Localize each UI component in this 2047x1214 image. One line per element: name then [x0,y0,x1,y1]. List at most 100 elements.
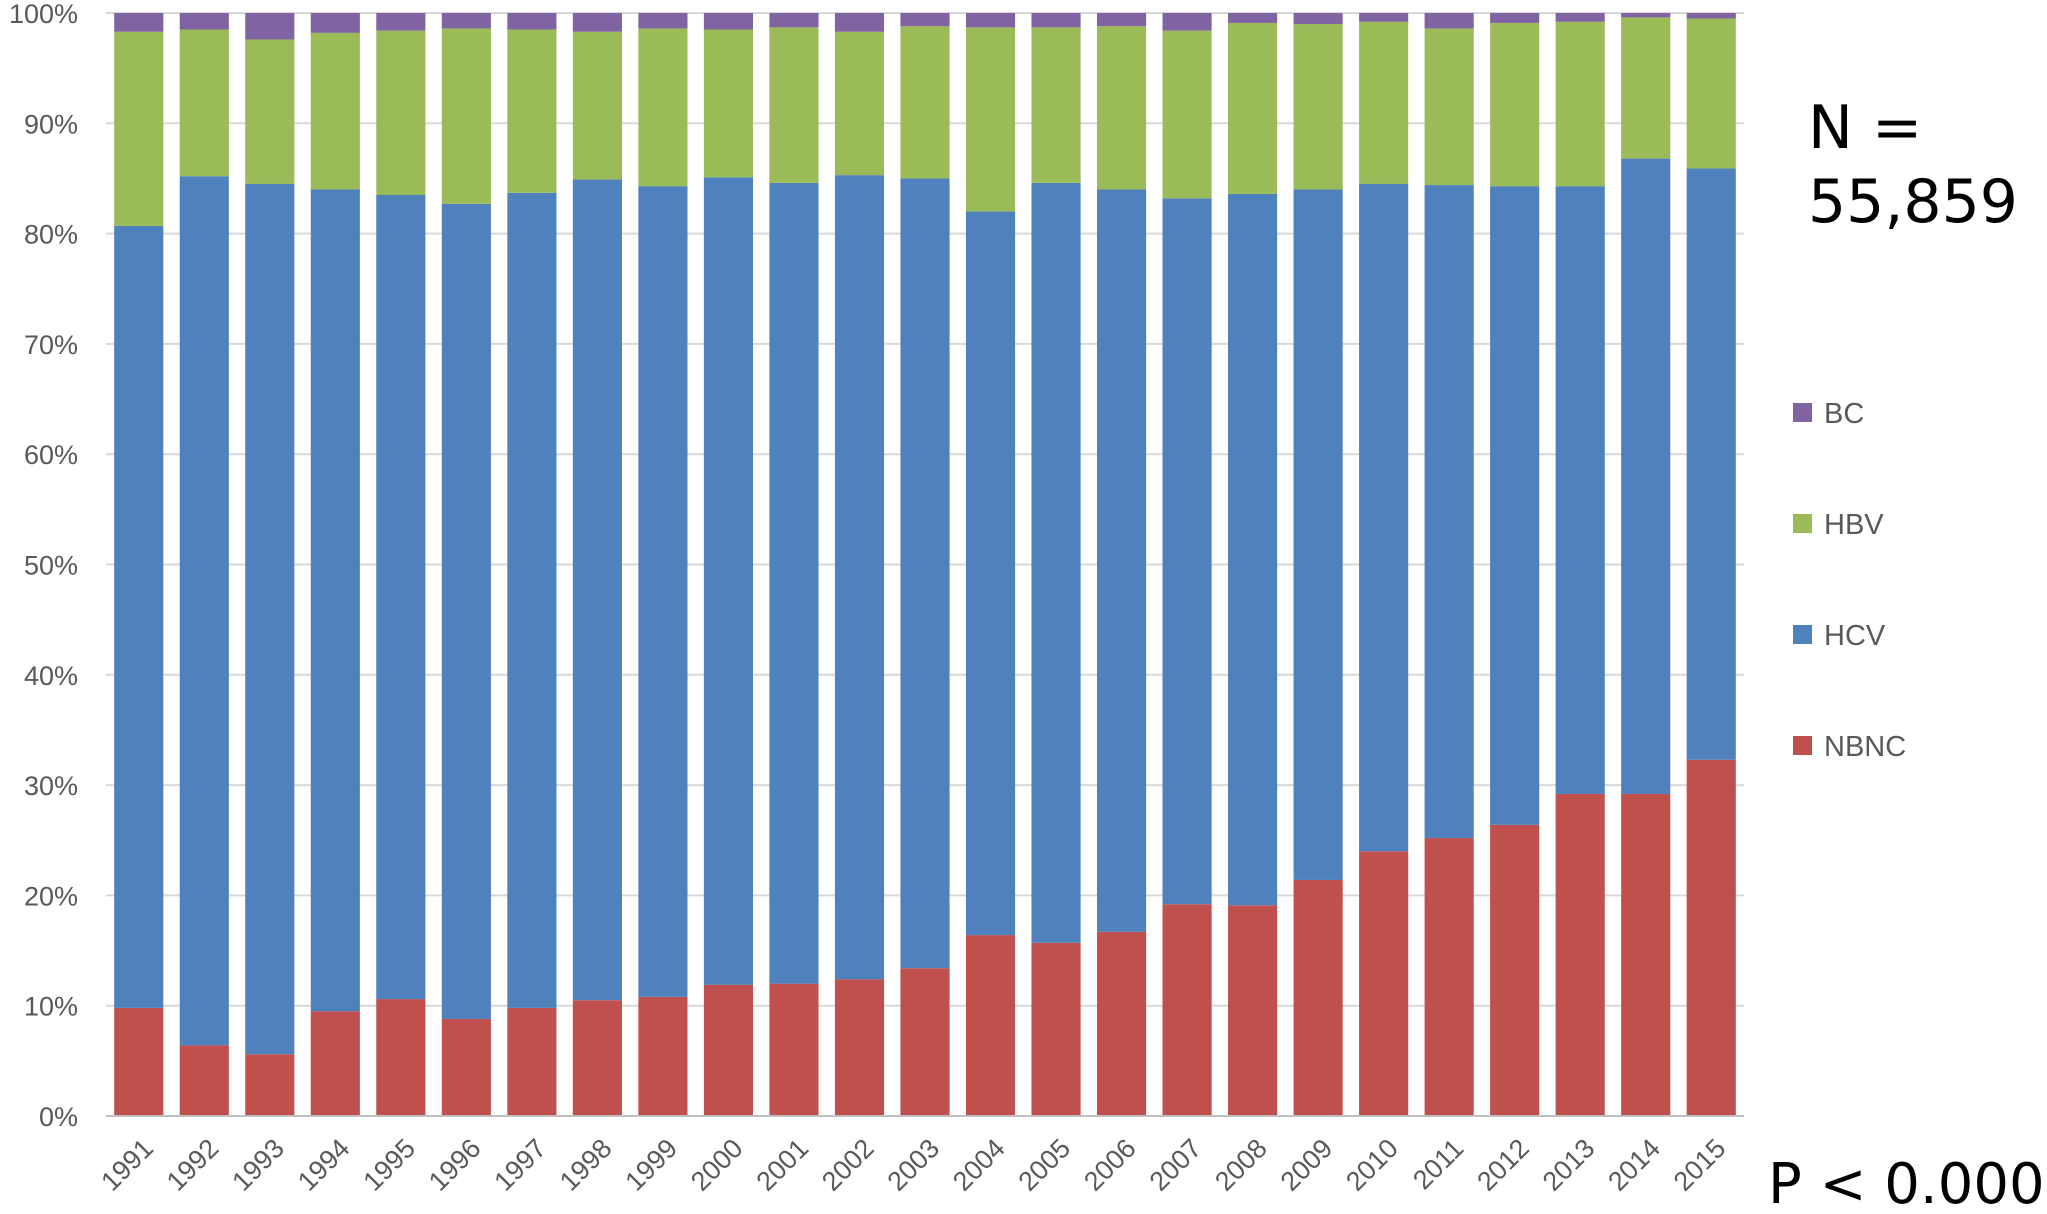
bar-hbv-2003 [900,26,950,179]
bar-bc-2001 [769,13,819,28]
bar-hcv-2012 [1490,186,1540,825]
bar-nbnc-1999 [638,996,688,1116]
bar-bc-2009 [1293,13,1343,25]
bar-hbv-2011 [1424,28,1474,186]
bar-hbv-1998 [572,31,622,180]
legend-label-hcv: HCV [1824,620,1886,652]
bar-bc-2010 [1359,13,1409,22]
bar-nbnc-2004 [965,935,1016,1116]
bar-bc-2015 [1686,13,1736,19]
bar-bc-2003 [900,13,950,27]
bar-nbnc-2007 [1162,904,1212,1116]
bar-nbnc-1992 [179,1045,229,1116]
x-tick-label: 2003 [882,1133,946,1197]
bar-bc-2006 [1096,13,1147,27]
legend: BC HBV HCV NBNC [1793,398,1906,763]
bar-nbnc-2010 [1359,851,1409,1116]
bar-hcv-2001 [769,182,819,984]
bar-hcv-2013 [1555,186,1605,794]
y-tick-label: 40% [24,661,78,691]
bar-hcv-2007 [1162,198,1212,905]
legend-swatch-hbv [1793,514,1812,533]
x-tick-label: 1992 [161,1133,225,1197]
bar-nbnc-2012 [1490,824,1540,1116]
bar-bc-2000 [703,13,754,30]
bar-nbnc-2001 [769,983,819,1116]
bar-hcv-2008 [1228,193,1278,906]
bar-hbv-1991 [114,31,164,226]
bar-hbv-2012 [1490,22,1540,187]
legend-swatch-hcv [1793,625,1812,644]
x-tick-label: 1999 [619,1133,683,1197]
bar-bc-1993 [245,13,295,40]
bar-hbv-1996 [441,28,491,204]
x-tick-label: 1996 [423,1133,487,1197]
bar-bc-2014 [1621,13,1671,18]
y-tick-label: 10% [24,992,78,1022]
bar-nbnc-1991 [114,1007,164,1116]
bar-bc-2012 [1490,13,1540,23]
x-tick-label: 2015 [1668,1133,1732,1197]
bar-nbnc-2008 [1228,905,1278,1116]
bar-bc-1997 [507,13,557,30]
x-tick-label: 2008 [1209,1133,1273,1197]
bar-hcv-1991 [114,225,164,1008]
bar-bc-1992 [179,13,229,30]
bar-nbnc-2005 [1031,942,1081,1116]
x-tick-label: 2005 [1013,1133,1077,1197]
bar-nbnc-1994 [310,1011,360,1116]
bar-nbnc-2002 [834,979,885,1116]
bar-hbv-2008 [1228,22,1278,194]
bar-bc-2008 [1228,13,1278,23]
bar-nbnc-2006 [1096,931,1147,1116]
bar-hcv-2006 [1096,189,1147,932]
bar-bc-1996 [441,13,491,29]
bar-nbnc-1993 [245,1054,295,1116]
bar-hcv-2010 [1359,183,1409,852]
bar-hbv-1999 [638,28,688,187]
x-tick-label: 2004 [947,1133,1011,1197]
y-tick-label: 20% [24,881,78,911]
x-tick-label: 1995 [357,1133,421,1197]
y-tick-label: 100% [9,0,78,29]
bar-hcv-2014 [1621,158,1671,794]
bar-bc-1991 [114,13,164,32]
x-tick-label: 1998 [554,1133,618,1197]
bar-hbv-2005 [1031,27,1081,183]
bar-nbnc-2000 [703,984,754,1116]
sample-size-label: N = [1808,93,1922,163]
bar-hbv-2009 [1293,24,1343,190]
bar-hbv-2002 [834,31,885,176]
bar-hbv-2014 [1621,17,1671,159]
bar-bc-2002 [834,13,885,32]
bar-nbnc-1997 [507,1007,557,1116]
bar-nbnc-1996 [441,1018,491,1116]
x-tick-label: 2007 [1144,1133,1208,1197]
bar-hbv-1992 [179,29,229,177]
x-tick-label: 2009 [1275,1133,1339,1197]
bar-hcv-1998 [572,179,622,1001]
x-tick-label: 2002 [816,1133,880,1197]
y-axis: 0% 10% 20% 30% 40% 50% 60% 70% 80% 90% 100% [9,0,78,1132]
x-tick-label: 2000 [685,1133,749,1197]
bar-hcv-2015 [1686,168,1736,760]
bar-hcv-2011 [1424,185,1474,839]
bar-bc-2013 [1555,13,1605,22]
bar-nbnc-2015 [1686,759,1736,1116]
y-tick-label: 60% [24,440,78,470]
y-tick-label: 30% [24,771,78,801]
sample-size-value: 55,859 [1808,167,2018,237]
bar-bc-1999 [638,13,688,29]
bar-hcv-2000 [703,177,754,985]
x-tick-label: 2006 [1078,1133,1142,1197]
bar-nbnc-2009 [1293,879,1343,1116]
bar-hbv-1997 [507,29,557,193]
x-tick-label: 2013 [1537,1133,1601,1197]
x-tick-label: 2010 [1340,1133,1404,1197]
x-axis: 1991 1992 1993 1994 1995 1996 1997 1998 1999 2000… [95,1115,1744,1197]
bar-bc-2011 [1424,13,1474,29]
y-tick-label: 80% [24,220,78,250]
x-tick-label: 2012 [1471,1133,1535,1197]
bar-hcv-1996 [441,203,491,1019]
bar-nbnc-1995 [376,999,426,1116]
